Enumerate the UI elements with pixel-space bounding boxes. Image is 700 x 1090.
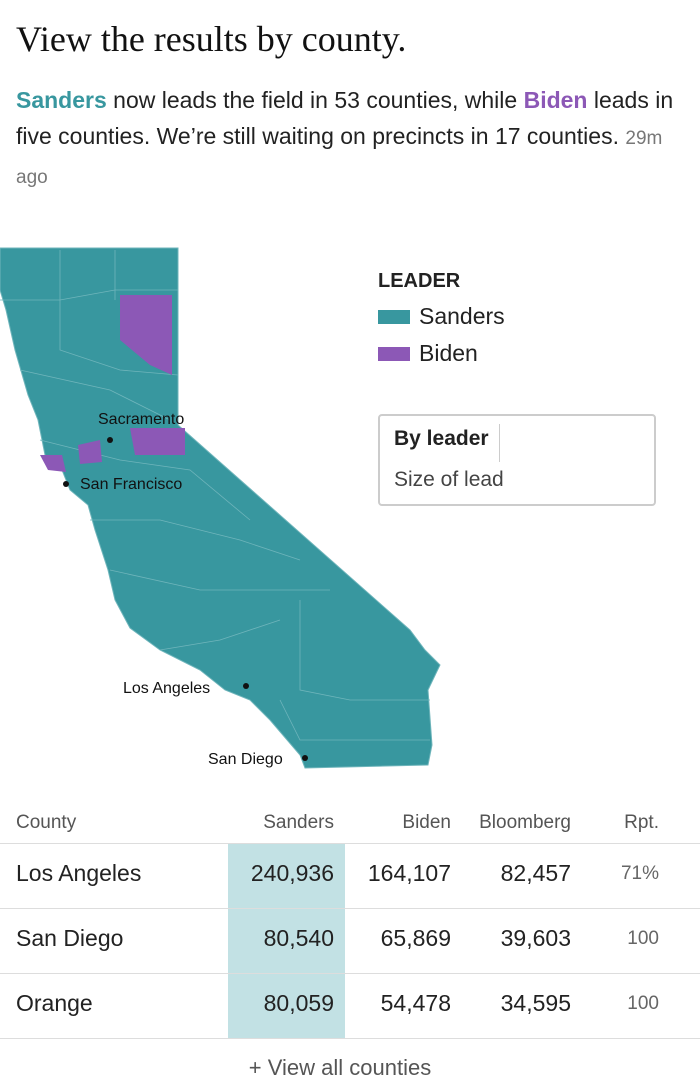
summary: Sanders now leads the field in 53 counti… — [16, 82, 676, 196]
county-name: San Diego — [16, 925, 124, 951]
row-divider — [0, 908, 700, 909]
map: Sacramento San Francisco Los Angeles San… — [0, 247, 441, 769]
city-label: San Diego — [208, 751, 283, 768]
table-cell: 240,936 — [250, 860, 334, 886]
legend-item: Sanders — [378, 303, 505, 330]
legend-swatch — [378, 346, 410, 361]
table-cell: 80,540 — [263, 925, 334, 951]
leader-name: Sanders — [16, 87, 107, 113]
table-cell: 71% — [620, 863, 659, 884]
column-header: Bloomberg — [479, 812, 571, 833]
county-name: Orange — [16, 990, 93, 1016]
table-cell: 100 — [627, 928, 659, 949]
city-label: Los Angeles — [123, 680, 210, 697]
county-area — [78, 440, 102, 464]
table-cell: 34,595 — [500, 990, 571, 1016]
view-toggle: By leader Size of lead — [378, 414, 656, 506]
table-cell: 164,107 — [367, 860, 451, 886]
table-cell: 100 — [627, 993, 659, 1014]
county-area — [120, 295, 172, 375]
city-dot — [243, 683, 249, 689]
state-shape — [0, 247, 441, 769]
column-header: County — [16, 812, 77, 833]
table-cell: 39,603 — [500, 925, 571, 951]
city-label: San Francisco — [80, 476, 182, 493]
column-highlight — [228, 843, 345, 1038]
summary-text: now leads the field in 53 counties, whil… — [106, 87, 524, 113]
toggle-option[interactable]: By leader — [394, 424, 500, 462]
county-area — [130, 428, 185, 455]
city-label: Sacramento — [98, 411, 184, 428]
city-dot — [107, 437, 113, 443]
table-cell: 82,457 — [500, 860, 571, 886]
column-header: Rpt. — [624, 812, 659, 833]
row-divider — [0, 973, 700, 974]
row-divider — [0, 843, 700, 844]
title: View the results by county. — [16, 19, 407, 59]
timestamp: 29m ago — [16, 128, 663, 188]
column-header: Sanders — [263, 812, 334, 833]
table-cell: 54,478 — [380, 990, 451, 1016]
table-cell: 65,869 — [380, 925, 451, 951]
table-cell: 80,059 — [263, 990, 334, 1016]
legend-label: Sanders — [419, 303, 505, 329]
county-borders — [0, 250, 430, 741]
runner-name: Biden — [523, 87, 588, 113]
column-header: Biden — [402, 812, 451, 833]
view-all-link[interactable]: + View all counties — [248, 1055, 432, 1080]
biden-counties — [40, 295, 185, 472]
county-name: Los Angeles — [16, 860, 142, 886]
city-dot — [63, 481, 69, 487]
city-dot — [302, 755, 308, 761]
legend-label: Biden — [419, 340, 478, 366]
county-area — [40, 455, 66, 472]
toggle-option[interactable]: Size of lead — [394, 468, 504, 491]
row-divider — [0, 1038, 700, 1039]
summary-text: leads in five counties. We’re still wait… — [16, 87, 674, 149]
legend-swatch — [378, 309, 410, 324]
legend-title: LEADER — [378, 270, 461, 292]
legend-item: Biden — [378, 340, 478, 367]
